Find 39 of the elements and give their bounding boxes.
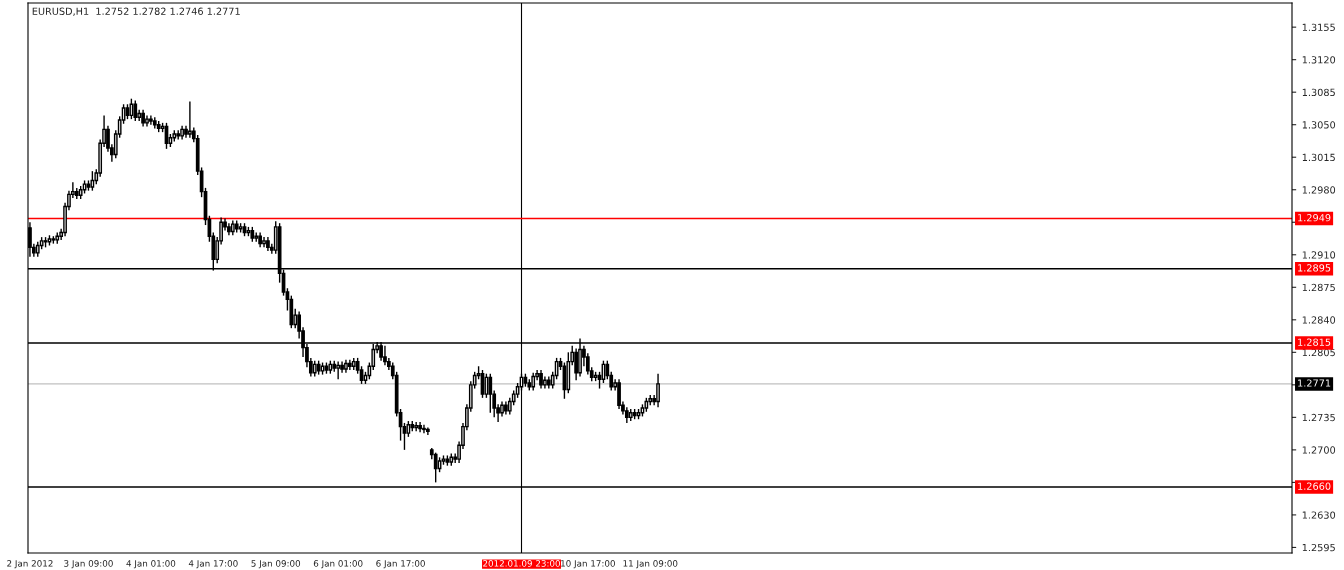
ref-line-label: 1.2815: [1298, 338, 1331, 346]
y-tick-label: 1.2630: [1302, 511, 1336, 519]
ref-line-label: 1.2660: [1298, 482, 1331, 490]
y-tick-label: 1.2805: [1302, 348, 1335, 357]
x-tick-label: 6 Jan 17:00: [376, 560, 425, 569]
y-tick-label: 1.2910: [1302, 251, 1336, 259]
x-tick-label: 3 Jan 09:00: [64, 560, 113, 569]
candlestick: [383, 345, 387, 367]
candlestick: [539, 369, 543, 390]
y-tick-label: 1.2980: [1302, 186, 1336, 194]
y-tick-label: 1.3050: [1302, 121, 1336, 129]
x-tick-label: 5 Jan 09:00: [251, 560, 301, 569]
candlestick: [488, 372, 493, 414]
y-tick-label: 1.2735: [1302, 413, 1335, 422]
y-tick-label: 1.3015: [1302, 153, 1335, 162]
ref-line-label: 1.2949: [1298, 214, 1331, 222]
y-tick-label: 1.3155: [1302, 23, 1335, 31]
x-tick-label: 2 Jan 2012: [7, 560, 53, 569]
y-tick-label: 1.2875: [1302, 283, 1335, 292]
ref-line-label: 1.2771: [1298, 379, 1331, 387]
candlestick: [149, 114, 153, 126]
candlestick: [422, 424, 426, 434]
candlestick: [574, 347, 578, 381]
candlestick: [188, 100, 192, 139]
x-tick-label: 4 Jan 17:00: [188, 560, 238, 569]
chart-title: EURUSD,H1 1.2752 1.2782 1.2746 1.2771: [32, 7, 240, 16]
y-tick-label: 1.2840: [1302, 316, 1336, 324]
y-tick-label: 1.2700: [1302, 446, 1336, 454]
ref-line-label: 1.2895: [1298, 264, 1331, 272]
y-tick-label: 1.3120: [1302, 56, 1336, 64]
x-tick-label: 2012.01.09 23:00: [483, 560, 560, 567]
candlestick: [433, 451, 438, 484]
x-tick-label: 6 Jan 01:00: [313, 560, 363, 569]
x-tick-label: 10 Jan 17:00: [561, 560, 615, 569]
x-tick-label: 4 Jan 01:00: [126, 560, 176, 569]
candlestick: [656, 372, 660, 408]
y-tick-label: 1.3085: [1302, 88, 1335, 97]
x-tick-label: 11 Jan 09:00: [623, 560, 678, 569]
y-tick-label: 1.2595: [1302, 543, 1335, 552]
